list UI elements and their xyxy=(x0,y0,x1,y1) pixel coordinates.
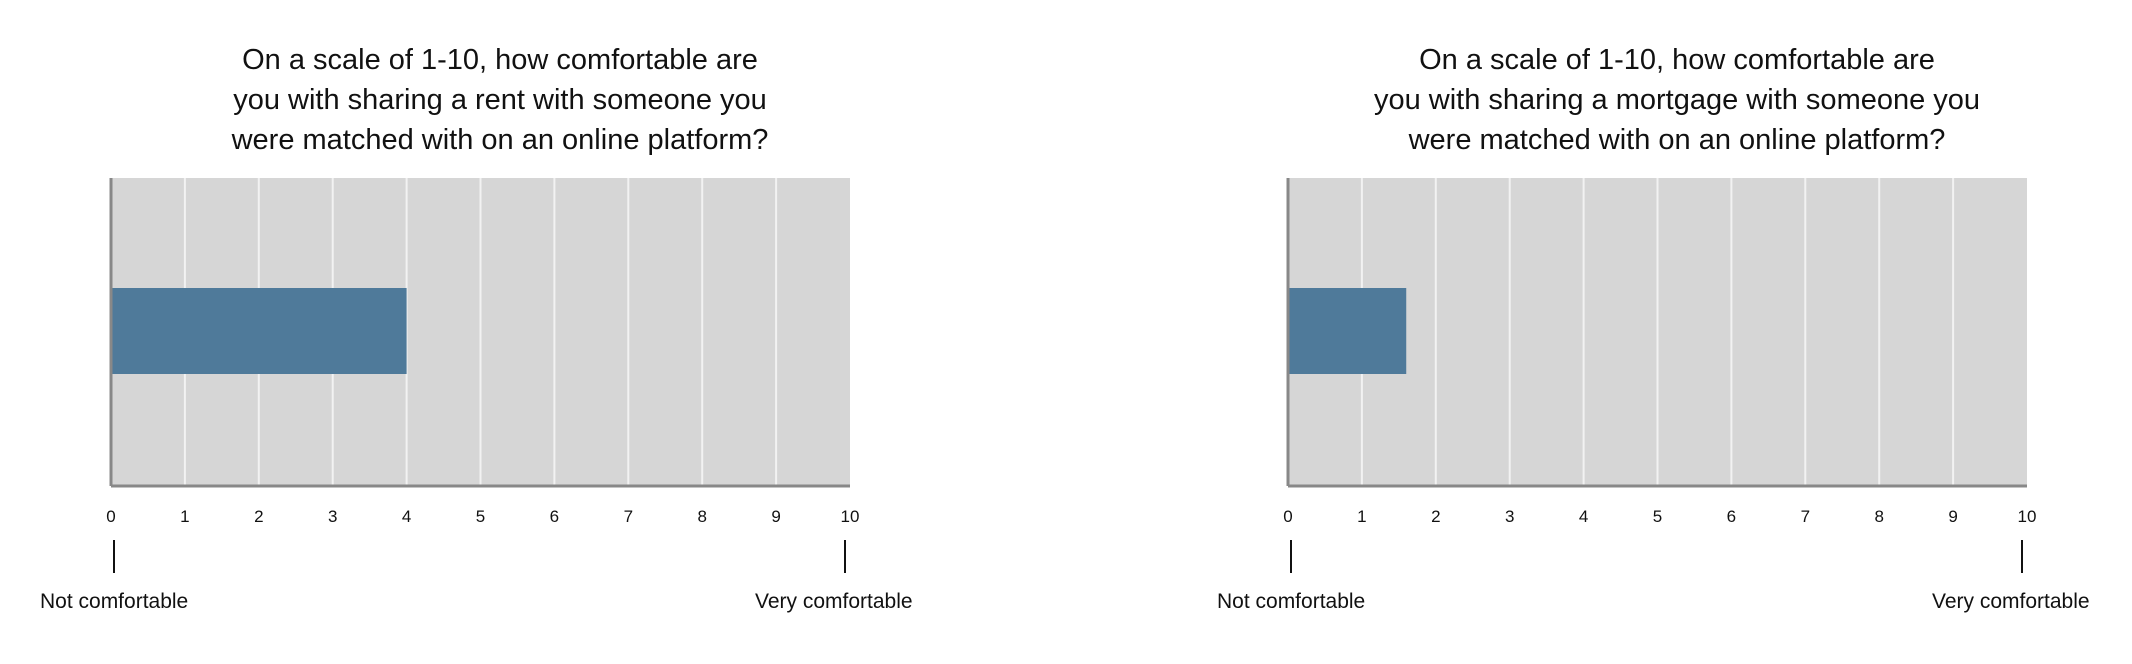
min-label: Not comfortable xyxy=(40,590,189,613)
x-tick-label: 4 xyxy=(402,507,411,526)
chart-svg-rent: 0 1 2 3 4 5 6 7 8 9 10 xyxy=(106,178,860,573)
x-tick-label: 0 xyxy=(106,507,115,526)
x-tick-label: 8 xyxy=(1874,507,1883,526)
chart-svg-mortgage: 0 1 2 3 4 5 6 7 8 9 10 xyxy=(1283,178,2037,573)
x-tick-label: 1 xyxy=(1357,507,1366,526)
x-tick-label: 3 xyxy=(1505,507,1514,526)
x-tick-label: 2 xyxy=(1431,507,1440,526)
x-tick-label: 5 xyxy=(476,507,485,526)
max-label: Very comfortable xyxy=(755,590,913,613)
chart-panel-mortgage: On a scale of 1-10, how comfortable are … xyxy=(1177,0,2132,664)
x-tick-label: 7 xyxy=(1801,507,1810,526)
bar xyxy=(111,288,407,374)
bar xyxy=(1288,288,1407,374)
x-tick-label: 2 xyxy=(254,507,263,526)
x-tick-label: 3 xyxy=(328,507,337,526)
chart-title: On a scale of 1-10, how comfortable are … xyxy=(231,44,769,156)
x-tick-label: 10 xyxy=(841,507,860,526)
chart-title: On a scale of 1-10, how comfortable are … xyxy=(1373,44,1981,156)
x-tick-label: 10 xyxy=(2018,507,2037,526)
x-tick-label: 6 xyxy=(1727,507,1736,526)
x-tick-label: 9 xyxy=(771,507,780,526)
x-tick-label: 6 xyxy=(550,507,559,526)
x-tick-label: 9 xyxy=(1948,507,1957,526)
chart-panel-rent: On a scale of 1-10, how comfortable are … xyxy=(0,0,1000,664)
x-tick-label: 5 xyxy=(1653,507,1662,526)
min-label: Not comfortable xyxy=(1217,590,1366,613)
max-label: Very comfortable xyxy=(1932,590,2090,613)
x-tick-label: 7 xyxy=(624,507,633,526)
x-tick-label: 4 xyxy=(1579,507,1588,526)
x-tick-label: 0 xyxy=(1283,507,1292,526)
x-tick-label: 1 xyxy=(180,507,189,526)
x-tick-label: 8 xyxy=(697,507,706,526)
